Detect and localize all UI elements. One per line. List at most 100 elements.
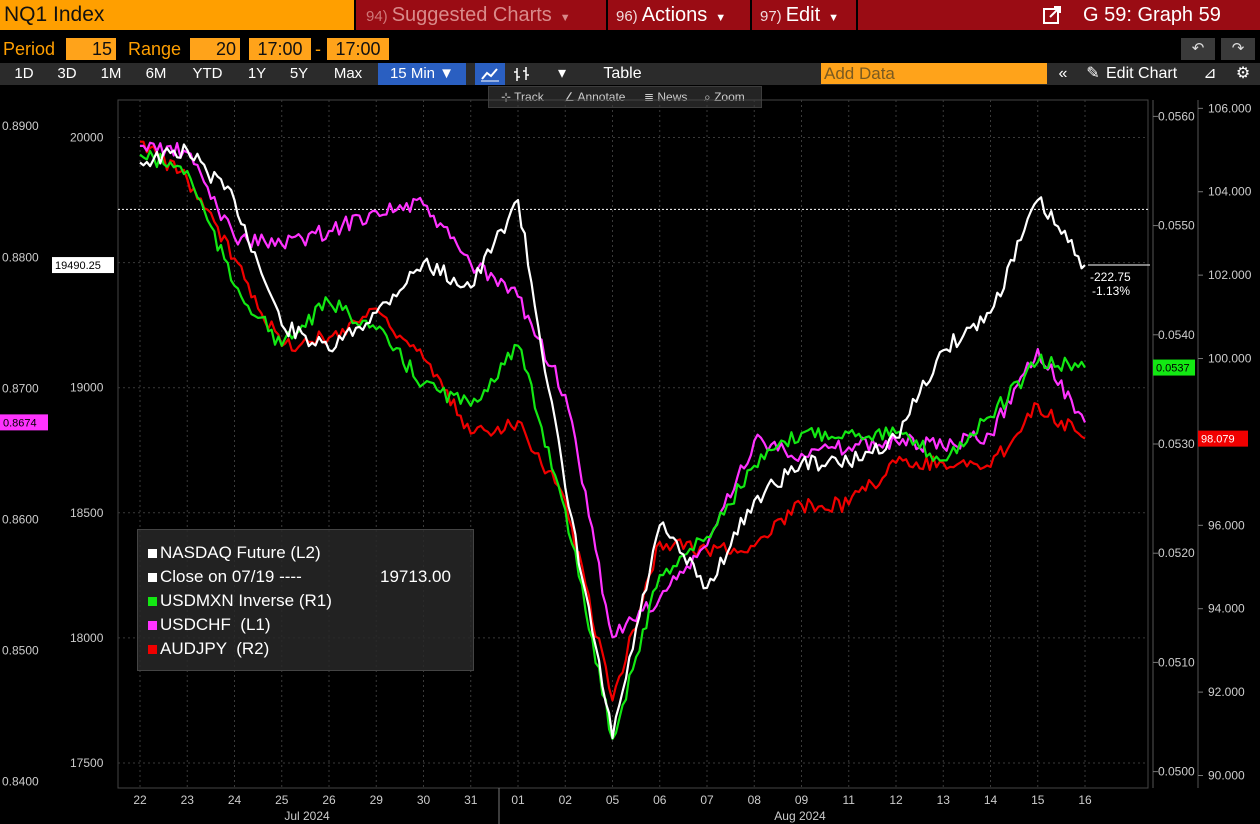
legend-usdmxn: USDMXN Inverse (R1)	[160, 591, 332, 610]
axis-tick-label: 18500	[70, 506, 104, 520]
edit-menu[interactable]: 97) Edit ▼	[760, 0, 839, 30]
divider	[856, 0, 858, 30]
undo-button[interactable]: ↶	[1181, 38, 1215, 60]
axis-tick-label: 0.8900	[2, 119, 39, 133]
menu-number: 94)	[366, 8, 388, 25]
menu-label: Suggested Charts	[391, 4, 552, 26]
period-button-ytd[interactable]: YTD	[192, 65, 223, 82]
collapse-icon[interactable]: «	[1058, 65, 1068, 82]
change-abs: -222.75	[1090, 270, 1131, 284]
axis-tick-label: 20000	[70, 131, 104, 145]
chevron-down-icon: ▼	[559, 12, 571, 24]
period-button-6m[interactable]: 6M	[145, 65, 167, 82]
x-tick-label: 12	[889, 793, 903, 807]
period-label: Period	[3, 39, 56, 59]
axis-tick-label: 92.000	[1208, 685, 1245, 699]
last-value-nasdaq-bg	[52, 257, 114, 274]
edit-chart-button[interactable]: Edit Chart	[1106, 65, 1178, 82]
menu-label: Actions	[641, 4, 708, 26]
menu-number: 96)	[616, 8, 638, 25]
period-input[interactable]: 15	[66, 38, 116, 60]
divider	[354, 0, 356, 30]
period-button-1m[interactable]: 1M	[100, 65, 122, 82]
legend-swatch	[148, 573, 157, 582]
x-tick-label: 31	[464, 793, 478, 807]
x-tick-label: 05	[606, 793, 620, 807]
bar-chart-icon[interactable]	[507, 63, 537, 85]
axis-tick-label: 17500	[70, 756, 104, 770]
axis-tick-label: 19000	[70, 381, 104, 395]
x-tick-label: 24	[228, 793, 242, 807]
redo-button[interactable]: ↷	[1221, 38, 1255, 60]
range-label: Range	[128, 39, 182, 59]
last-value-audjpy: 98.079	[1201, 434, 1235, 446]
axis-tick-label: 100.000	[1208, 352, 1252, 366]
security-ticker-field[interactable]: NQ1 Index	[0, 0, 354, 30]
axis-tick-label: 0.0500	[1158, 765, 1195, 779]
gear-icon[interactable]: ⚙	[1235, 65, 1251, 82]
x-tick-label: 30	[417, 793, 431, 807]
divider	[606, 0, 608, 30]
plot-area	[117, 99, 1149, 789]
x-tick-label: 07	[700, 793, 714, 807]
period-button-1d[interactable]: 1D	[14, 65, 34, 82]
period-button-15min[interactable]: 15 Min ▼	[378, 63, 466, 85]
x-tick-label: 13	[937, 793, 951, 807]
chart-type-dropdown[interactable]: ▾	[557, 65, 567, 82]
legend-swatch	[148, 645, 157, 654]
suggested-charts-menu[interactable]: 94) Suggested Charts ▼	[366, 0, 571, 30]
x-tick-label: 25	[275, 793, 289, 807]
period-button-3d[interactable]: 3D	[57, 65, 77, 82]
x-tick-label: 22	[133, 793, 147, 807]
axis-tick-label: 0.0510	[1158, 655, 1195, 669]
axis-tick-label: 0.0540	[1158, 328, 1195, 342]
legend-audjpy: AUDJPY (R2)	[160, 639, 270, 658]
x-tick-label: 26	[322, 793, 336, 807]
last-value-nasdaq: 19490.25	[55, 260, 101, 272]
last-value-usdchf-bg	[0, 414, 48, 431]
legend-usdchf: USDCHF (L1)	[160, 615, 271, 634]
popout-icon[interactable]	[1042, 5, 1062, 25]
axis-tick-label: 90.000	[1208, 768, 1245, 782]
legend-close: Close on 07/19 ----	[160, 567, 302, 586]
period-button-1y[interactable]: 1Y	[247, 65, 267, 82]
range-input[interactable]: 20	[190, 38, 240, 60]
axis-tick-label: 18000	[70, 631, 104, 645]
x-tick-label: 29	[370, 793, 384, 807]
time-to-input[interactable]: 17:00	[327, 38, 389, 60]
period-button-5y[interactable]: 5Y	[289, 65, 309, 82]
series-line-audjpy	[140, 140, 1086, 702]
add-data-input[interactable]: Add Data	[821, 63, 1047, 84]
divider	[750, 0, 752, 30]
line-chart-icon[interactable]	[475, 63, 505, 85]
axis-tick-label: 106.000	[1208, 101, 1252, 115]
chart-settings-icon[interactable]: ⊿	[1203, 65, 1217, 82]
table-button[interactable]: Table	[603, 65, 642, 82]
last-value-usdmxn: 0.0537	[1156, 363, 1190, 375]
axis-tick-label: 0.8600	[2, 512, 39, 526]
change-pct: -1.13%	[1092, 284, 1130, 298]
pencil-icon[interactable]: ✎	[1086, 65, 1100, 82]
time-from-input[interactable]: 17:00	[249, 38, 311, 60]
axis-tick-label: 0.0560	[1158, 109, 1195, 123]
chart-canvas[interactable]: 2000019500190001850018000175000.89000.88…	[0, 86, 1260, 824]
chevron-down-icon: ▼	[715, 12, 727, 24]
chart-legend[interactable]: NASDAQ Future (L2) Close on 07/19 ---- 1…	[137, 529, 474, 671]
axis-tick-label: 0.8400	[2, 774, 39, 788]
x-tick-label: 02	[559, 793, 573, 807]
x-tick-label: 01	[511, 793, 525, 807]
axis-tick-label: 0.0520	[1158, 546, 1195, 560]
actions-menu[interactable]: 96) Actions ▼	[616, 0, 726, 30]
period-button-max[interactable]: Max	[333, 65, 363, 82]
legend-swatch	[148, 597, 157, 606]
last-value-audjpy-bg	[1198, 430, 1248, 447]
menu-number: 97)	[760, 8, 782, 25]
x-tick-label: 11	[843, 793, 856, 807]
series-line-usdchf	[139, 141, 1087, 639]
axis-tick-label: 102.000	[1208, 268, 1252, 282]
month-label: Jul 2024	[284, 809, 330, 823]
x-tick-label: 15	[1031, 793, 1045, 807]
last-value-usdchf: 0.8674	[3, 417, 37, 429]
dash: -	[315, 39, 321, 59]
last-value-usdmxn-bg	[1153, 359, 1195, 376]
